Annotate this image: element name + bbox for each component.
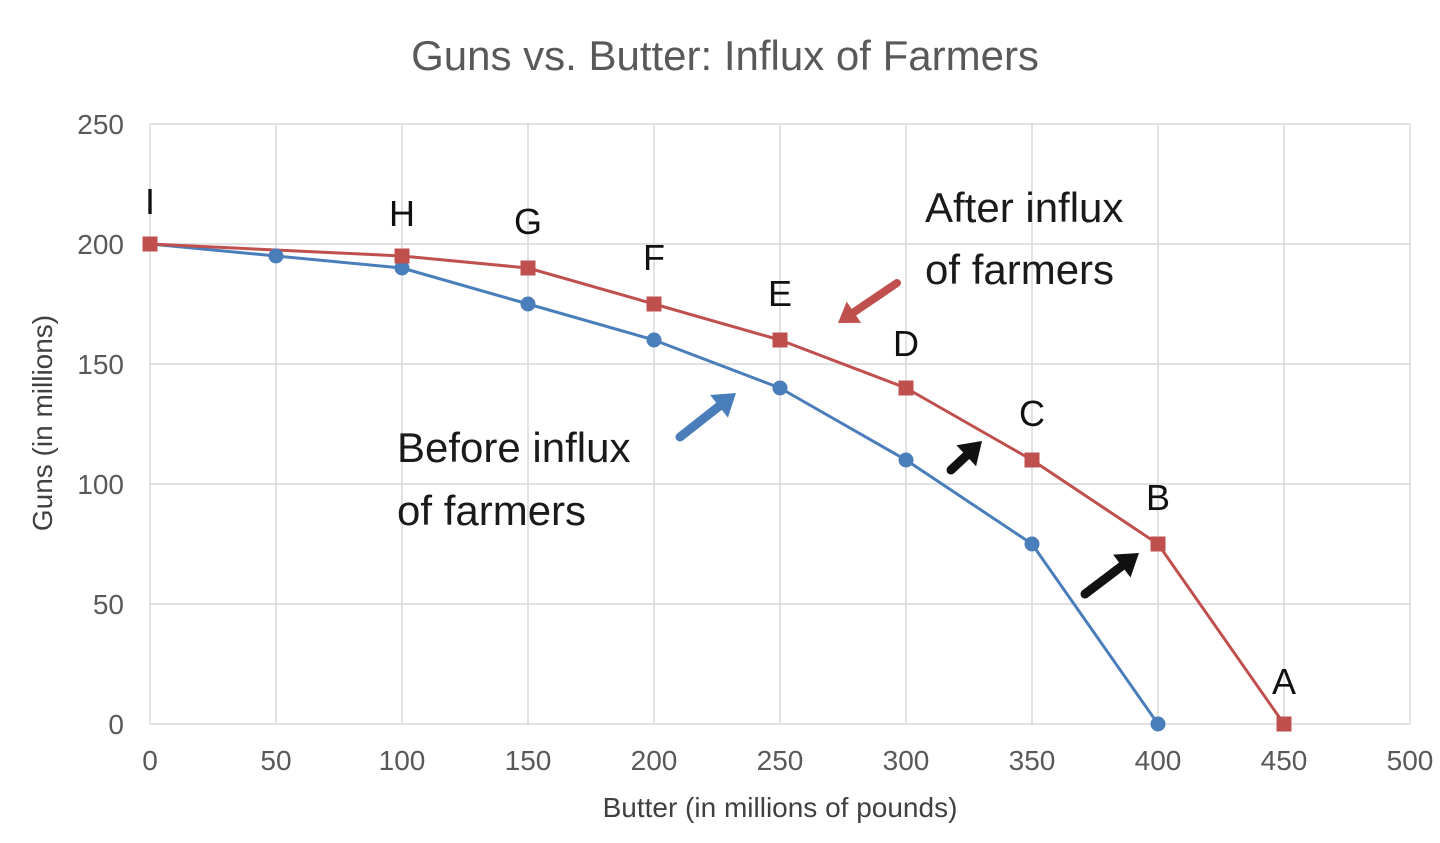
after-influx-point [1150,536,1166,552]
y-tick-labels: 0 50 100 150 200 250 [77,109,124,740]
before-influx-arrow-shape-shaft [675,401,724,442]
point-label-h: H [389,193,415,234]
x-tick-label: 200 [631,745,678,776]
before-influx-point [268,248,284,264]
after-influx-line-1: After influx [925,184,1123,231]
point-label-f: F [643,237,665,278]
x-tick-label: 300 [883,745,930,776]
before-influx-point [1150,716,1166,732]
y-tick-label: 0 [108,709,124,740]
x-tick-label: 400 [1135,745,1182,776]
shift-arrows [946,441,1139,599]
point-label-e: E [768,273,792,314]
point-label-b: B [1146,477,1170,518]
after-influx-annotation: After influx of farmers [838,184,1123,323]
shift-arrow-1 [946,441,982,475]
after-influx-arrow-shape [838,279,901,323]
x-tick-labels: 0 50 100 150 200 250 300 350 400 450 500 [142,745,1433,776]
shift-arrow-2-shaft [1080,561,1127,599]
after-influx-point [394,248,410,264]
x-tick-label: 250 [757,745,804,776]
after-influx-arrow-shape-head [838,301,862,323]
y-tick-label: 50 [93,589,124,620]
y-tick-label: 150 [77,349,124,380]
after-influx-point [898,380,914,396]
x-tick-label: 500 [1387,745,1434,776]
shift-arrow-2 [1080,553,1139,599]
point-label-g: G [514,201,542,242]
before-influx-point [898,452,914,468]
before-influx-point [772,380,788,396]
before-influx-point [520,296,536,312]
x-tick-label: 450 [1261,745,1308,776]
before-influx-line-2: of farmers [397,487,586,534]
before-influx-point [646,332,662,348]
shift-arrow-2-head [1113,553,1139,578]
x-tick-label: 100 [379,745,426,776]
y-axis-label: Guns (in millions) [27,315,58,531]
x-axis-label: Butter (in millions of pounds) [603,792,958,823]
gridlines [149,123,1411,725]
chart-title: Guns vs. Butter: Influx of Farmers [411,32,1039,79]
x-tick-label: 350 [1009,745,1056,776]
before-influx-annotation: Before influx of farmers [397,393,736,534]
after-influx-arrow-shape-shaft [849,279,901,317]
after-influx-point [142,236,158,252]
after-influx-point [646,296,662,312]
before-influx-arrow [675,393,736,442]
after-influx-point [772,332,788,348]
y-tick-label: 100 [77,469,124,500]
x-tick-label: 50 [260,745,291,776]
shift-arrow-1-shaft [946,451,971,475]
after-influx-arrow [838,279,901,323]
after-influx-point [1024,452,1040,468]
point-label-c: C [1019,393,1045,434]
after-influx-point [1276,716,1292,732]
point-labels: I H G F E D C B A [145,181,1296,702]
before-influx-arrow-shape-head [710,393,736,418]
point-label-i: I [145,181,155,222]
after-influx-line-2: of farmers [925,246,1114,293]
point-label-d: D [893,323,919,364]
y-tick-label: 200 [77,229,124,260]
after-influx-point [520,260,536,276]
x-tick-label: 0 [142,745,158,776]
point-label-a: A [1272,661,1296,702]
before-influx-arrow-shape [675,393,736,442]
before-influx-line-1: Before influx [397,424,630,471]
y-tick-label: 250 [77,109,124,140]
before-influx-point [394,260,410,276]
series-markers [142,236,1292,732]
before-influx-point [1024,536,1040,552]
x-tick-label: 150 [505,745,552,776]
shift-arrow-1-head [956,441,982,467]
